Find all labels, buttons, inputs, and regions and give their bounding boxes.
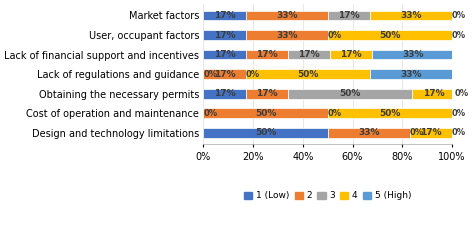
Text: 50%: 50% — [297, 70, 319, 79]
Bar — [203, 30, 246, 40]
Text: 0%: 0% — [410, 128, 424, 137]
Text: 17%: 17% — [338, 11, 360, 20]
Text: 50%: 50% — [379, 30, 401, 40]
Bar — [373, 50, 455, 60]
Bar — [246, 89, 288, 99]
Text: 0%: 0% — [328, 109, 342, 118]
Text: 17%: 17% — [214, 70, 235, 79]
Text: 0%: 0% — [452, 109, 466, 118]
Bar — [203, 128, 328, 138]
Text: 33%: 33% — [403, 50, 424, 59]
Bar — [203, 69, 246, 79]
Text: 17%: 17% — [256, 50, 278, 59]
Text: 17%: 17% — [214, 11, 235, 20]
Text: 0%: 0% — [203, 70, 218, 79]
Text: 17%: 17% — [298, 50, 320, 59]
Text: 17%: 17% — [214, 30, 235, 40]
Text: 33%: 33% — [276, 11, 297, 20]
Text: 50%: 50% — [255, 109, 276, 118]
Bar — [328, 128, 410, 138]
Bar — [328, 108, 452, 118]
Text: 17%: 17% — [214, 89, 235, 98]
Bar — [203, 89, 246, 99]
Bar — [246, 11, 328, 20]
Bar — [328, 11, 370, 20]
Text: 0%: 0% — [452, 11, 466, 20]
Text: 0%: 0% — [203, 109, 218, 118]
Bar — [246, 69, 370, 79]
Bar — [288, 89, 412, 99]
Text: 0%: 0% — [246, 70, 260, 79]
Text: 0%: 0% — [328, 30, 342, 40]
Text: 17%: 17% — [214, 50, 235, 59]
Text: 17%: 17% — [256, 89, 278, 98]
Bar — [246, 50, 288, 60]
Legend: 1 (Low), 2, 3, 4, 5 (High): 1 (Low), 2, 3, 4, 5 (High) — [240, 188, 415, 204]
Text: 17%: 17% — [340, 50, 362, 59]
Bar — [370, 69, 452, 79]
Bar — [246, 30, 328, 40]
Text: 0%: 0% — [452, 128, 466, 137]
Text: 33%: 33% — [276, 30, 297, 40]
Text: 50%: 50% — [339, 89, 361, 98]
Bar — [328, 30, 452, 40]
Bar — [330, 50, 373, 60]
Bar — [370, 11, 452, 20]
Bar — [203, 11, 246, 20]
Text: 50%: 50% — [379, 109, 401, 118]
Text: 17%: 17% — [420, 128, 442, 137]
Text: 17%: 17% — [422, 89, 444, 98]
Bar — [288, 50, 330, 60]
Text: 33%: 33% — [400, 11, 422, 20]
Bar — [203, 108, 328, 118]
Bar — [412, 89, 455, 99]
Bar — [203, 50, 246, 60]
Text: 33%: 33% — [358, 128, 380, 137]
Text: 33%: 33% — [400, 70, 422, 79]
Text: 0%: 0% — [455, 89, 469, 98]
Bar — [410, 128, 452, 138]
Text: 0%: 0% — [452, 30, 466, 40]
Text: 50%: 50% — [255, 128, 276, 137]
